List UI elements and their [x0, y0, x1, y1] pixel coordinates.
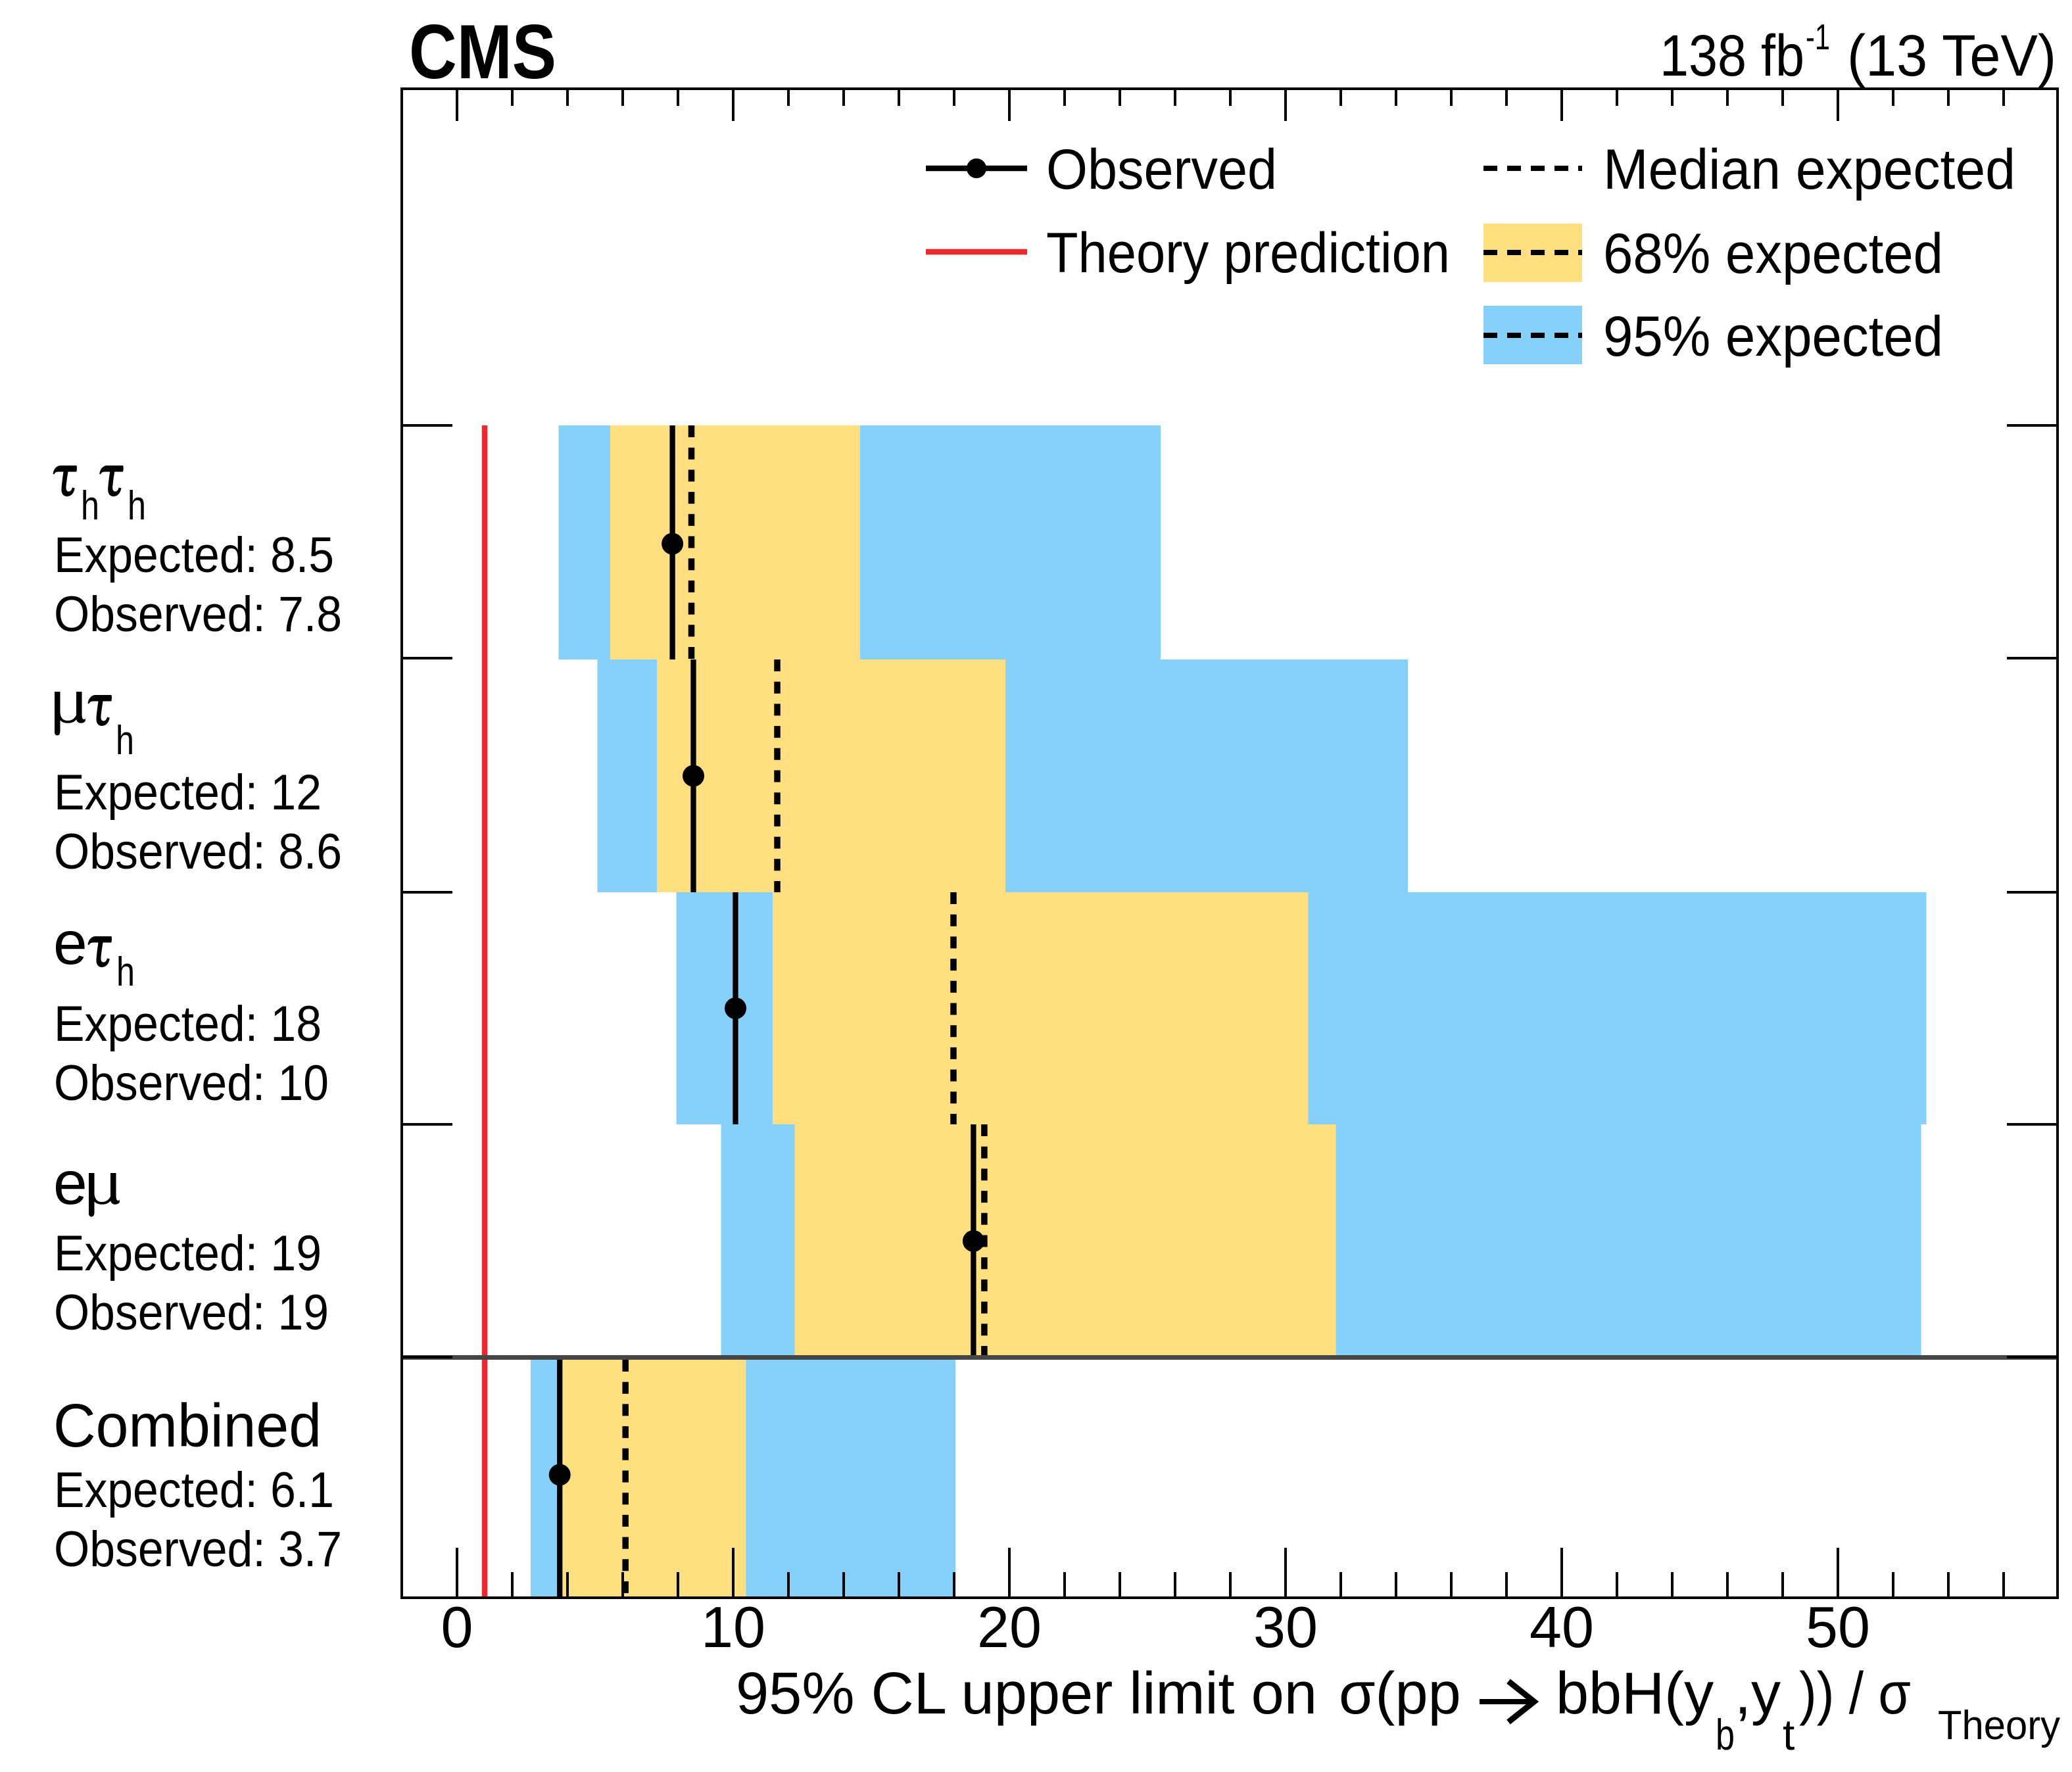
svg-text:Observed: Observed — [1046, 138, 1277, 201]
svg-text:-1: -1 — [1806, 16, 1830, 57]
svg-text:Theory prediction: Theory prediction — [1046, 222, 1450, 285]
svg-text:h: h — [116, 949, 135, 995]
svg-text:(13 TeV): (13 TeV) — [1847, 22, 2056, 88]
svg-text:t: t — [1783, 1710, 1795, 1759]
svg-text:Expected: 6.1: Expected: 6.1 — [54, 1462, 334, 1518]
svg-text:Expected: 18: Expected: 18 — [54, 996, 322, 1052]
svg-text:Observed: 19: Observed: 19 — [54, 1285, 329, 1341]
svg-text:e: e — [53, 909, 87, 977]
svg-text:138 fb: 138 fb — [1660, 22, 1804, 88]
svg-text:CMS: CMS — [409, 9, 556, 95]
svg-text:Combined: Combined — [53, 1391, 322, 1460]
svg-text:h: h — [81, 483, 99, 529]
svg-text:Expected: 19: Expected: 19 — [54, 1226, 322, 1281]
svg-text:10: 10 — [701, 1594, 765, 1660]
svg-text:e: e — [53, 1149, 87, 1217]
svg-text:bbH(y: bbH(y — [1556, 1661, 1714, 1727]
svg-text:)) / σ: )) / σ — [1799, 1661, 1911, 1727]
svg-text:σ(pp: σ(pp — [1339, 1661, 1461, 1727]
svg-text:Expected: 8.5: Expected: 8.5 — [54, 527, 334, 583]
svg-text:95% expected: 95% expected — [1603, 305, 1943, 368]
svg-text:h: h — [128, 483, 146, 529]
svg-text:Observed: 10: Observed: 10 — [54, 1055, 329, 1111]
svg-text:h: h — [116, 718, 134, 763]
svg-text:,y: ,y — [1735, 1661, 1781, 1727]
svg-text:95% CL upper limit on: 95% CL upper limit on — [736, 1661, 1317, 1727]
svg-text:Expected: 12: Expected: 12 — [54, 765, 322, 821]
svg-text:20: 20 — [977, 1594, 1042, 1660]
svg-text:40: 40 — [1530, 1594, 1594, 1660]
svg-text:Median expected: Median expected — [1603, 138, 2015, 201]
svg-text:0: 0 — [441, 1594, 473, 1660]
svg-text:Theory: Theory — [1938, 1703, 2060, 1748]
svg-text:30: 30 — [1253, 1594, 1318, 1660]
svg-text:Observed: 7.8: Observed: 7.8 — [54, 587, 342, 642]
svg-text:b: b — [1716, 1710, 1735, 1759]
svg-text:68% expected: 68% expected — [1603, 222, 1943, 285]
svg-text:Observed: 8.6: Observed: 8.6 — [54, 824, 342, 880]
svg-text:50: 50 — [1806, 1594, 1870, 1660]
svg-text:Observed: 3.7: Observed: 3.7 — [54, 1521, 342, 1577]
